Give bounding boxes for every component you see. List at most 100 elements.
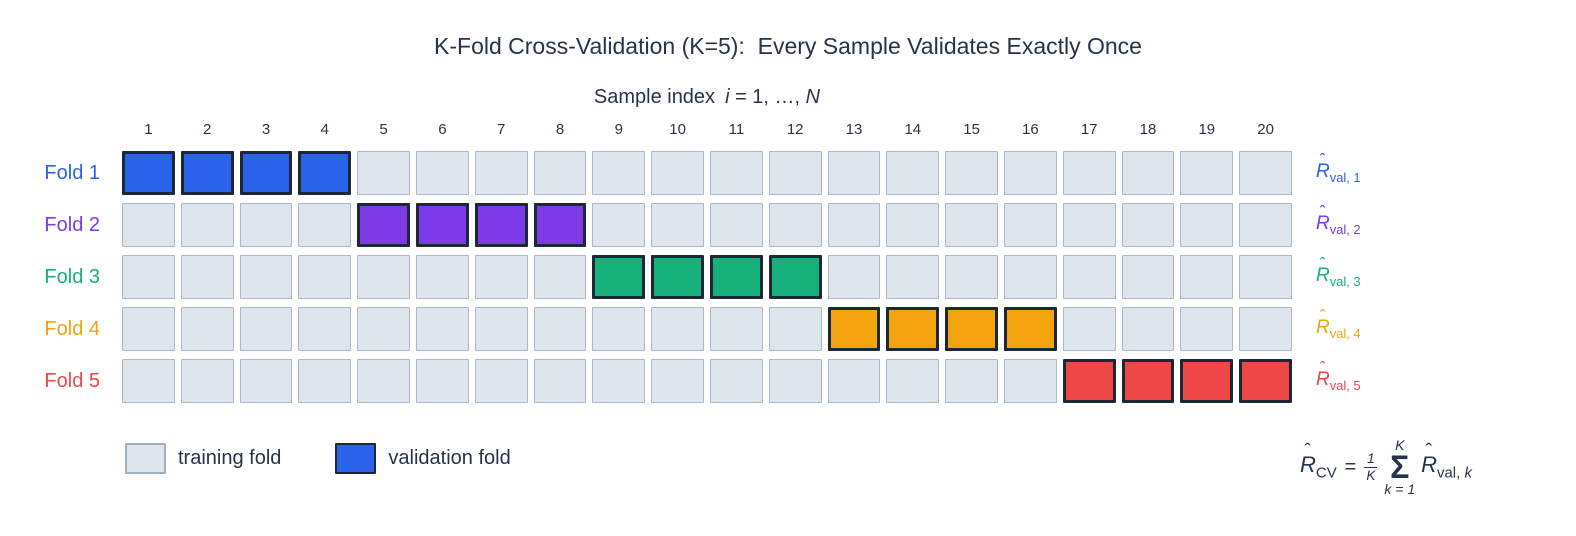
training-cell <box>239 203 293 247</box>
hat-accent: ˆ <box>1319 202 1326 222</box>
training-cell <box>768 359 822 403</box>
training-cell <box>886 255 940 299</box>
training-cell <box>415 307 469 351</box>
training-cell <box>945 359 998 403</box>
validation-cell <box>357 203 410 247</box>
validation-cell <box>474 203 528 247</box>
training-cell <box>298 359 352 403</box>
column-index: 10 <box>669 121 686 138</box>
training-cell <box>298 203 352 247</box>
training-cell <box>415 255 469 299</box>
fold-cells-5 <box>122 359 1292 403</box>
training-cell <box>709 307 763 351</box>
training-cell <box>651 151 704 195</box>
hat-accent: ˆ <box>1319 254 1326 274</box>
training-cell <box>1062 307 1116 351</box>
validation-cell <box>651 255 704 299</box>
training-cell <box>122 359 175 403</box>
training-cell <box>651 359 704 403</box>
training-cell <box>1239 151 1292 195</box>
risk-symbol: R <box>1316 213 1330 235</box>
training-cell <box>651 203 704 247</box>
fold-row-3: Fold 3 ˆ Rval, 3 <box>0 255 1361 299</box>
training-cell <box>827 203 881 247</box>
validation-cell <box>533 203 587 247</box>
legend-item-training: training fold <box>125 443 281 474</box>
equals-sign: = <box>1344 455 1357 478</box>
column-index: 19 <box>1198 121 1216 138</box>
training-cell <box>298 255 352 299</box>
summation: K Σ k = 1 <box>1384 438 1415 496</box>
hat-accent: ˆ <box>1304 440 1311 463</box>
validation-cell <box>298 151 352 195</box>
hat-accent: ˆ <box>1319 150 1326 170</box>
validation-cell <box>1062 359 1116 403</box>
training-cell <box>357 307 410 351</box>
training-swatch <box>125 443 166 474</box>
training-cell <box>533 359 587 403</box>
fold-metric-label-5: ˆ Rval, 5 <box>1316 359 1361 393</box>
training-cell <box>1180 255 1234 299</box>
cv-subscript: CV <box>1315 464 1337 482</box>
column-index: 17 <box>1080 121 1098 138</box>
fold-cells-1 <box>122 151 1292 195</box>
metric-subscript: val, 3 <box>1329 273 1361 289</box>
training-cell <box>827 359 881 403</box>
diagram-title: K-Fold Cross-Validation (K=5): Every Sam… <box>434 33 1142 59</box>
hat-accent: ˆ <box>1319 358 1326 378</box>
column-index: 1 <box>144 121 153 138</box>
validation-cell <box>122 151 175 195</box>
validation-cell <box>709 255 763 299</box>
var-n: N <box>805 86 821 108</box>
validation-cell <box>1003 307 1057 351</box>
training-cell <box>239 359 293 403</box>
column-header-cells: 1 2 3 4 5 6 7 8 9 10 11 12 13 14 15 16 17 18 19 20 <box>122 121 1292 138</box>
training-cell <box>533 255 587 299</box>
training-cell <box>180 203 234 247</box>
validation-cell <box>1239 359 1292 403</box>
training-cell <box>1121 151 1175 195</box>
column-index: 8 <box>555 121 565 138</box>
training-cell <box>122 203 175 247</box>
risk-symbol: R <box>1316 265 1330 287</box>
fold-metric-label-1: ˆ Rval, 1 <box>1316 151 1361 185</box>
training-cell <box>180 359 234 403</box>
training-cell <box>239 307 293 351</box>
validation-legend-label: validation fold <box>388 447 511 469</box>
training-cell <box>1239 203 1292 247</box>
training-cell <box>474 307 528 351</box>
column-index: 5 <box>379 121 388 138</box>
training-cell <box>592 359 646 403</box>
column-header-row: 1 2 3 4 5 6 7 8 9 10 11 12 13 14 15 16 17 18 19 20 <box>0 121 1292 138</box>
validation-cell <box>827 307 881 351</box>
validation-cell <box>1180 359 1234 403</box>
fraction-denominator: K <box>1364 466 1378 483</box>
training-cell <box>122 255 175 299</box>
training-cell <box>474 151 528 195</box>
validation-cell <box>239 151 293 195</box>
training-cell <box>1062 151 1116 195</box>
training-cell <box>709 359 763 403</box>
training-cell <box>768 307 822 351</box>
training-cell <box>1180 203 1234 247</box>
risk-symbol: R <box>1421 452 1438 478</box>
validation-cell <box>592 255 646 299</box>
axis-label-text: Sample index <box>593 86 716 108</box>
column-index: 13 <box>845 121 863 138</box>
fold-label-2: Fold 2 <box>44 213 100 236</box>
column-index: 4 <box>320 121 329 138</box>
training-cell <box>357 151 410 195</box>
training-cell <box>827 255 881 299</box>
val-k-subscript: val, k <box>1437 464 1472 482</box>
metric-subscript: val, 1 <box>1329 169 1361 185</box>
fold-cells-2 <box>122 203 1292 247</box>
training-cell <box>357 255 410 299</box>
training-cell <box>1003 203 1057 247</box>
validation-cell <box>945 307 998 351</box>
risk-symbol: R <box>1300 452 1316 478</box>
training-cell <box>1121 203 1175 247</box>
training-cell <box>1239 307 1292 351</box>
training-cell <box>886 203 940 247</box>
training-cell <box>1003 151 1057 195</box>
column-index: 2 <box>203 121 212 138</box>
